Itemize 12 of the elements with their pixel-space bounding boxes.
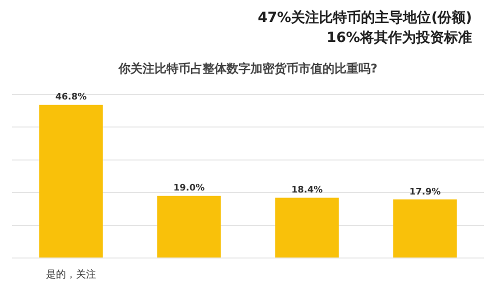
text: 16%将其作为投资标准 — [325, 29, 472, 48]
data-label: 46.8% — [55, 92, 87, 103]
bar — [157, 196, 221, 258]
bar — [393, 199, 457, 258]
data-label: 18.4% — [291, 186, 323, 196]
chart-title: 你关注比特币占整体数字加密货币市值的比重吗? — [118, 61, 378, 76]
bar — [39, 104, 103, 258]
data-label: 19.0% — [173, 184, 205, 194]
text: 47%关注比特币的主导地位(份额) — [256, 8, 472, 28]
x-tick-label: 是的，关注 — [46, 268, 96, 281]
bar — [275, 198, 339, 258]
data-label: 17.9% — [409, 187, 441, 198]
